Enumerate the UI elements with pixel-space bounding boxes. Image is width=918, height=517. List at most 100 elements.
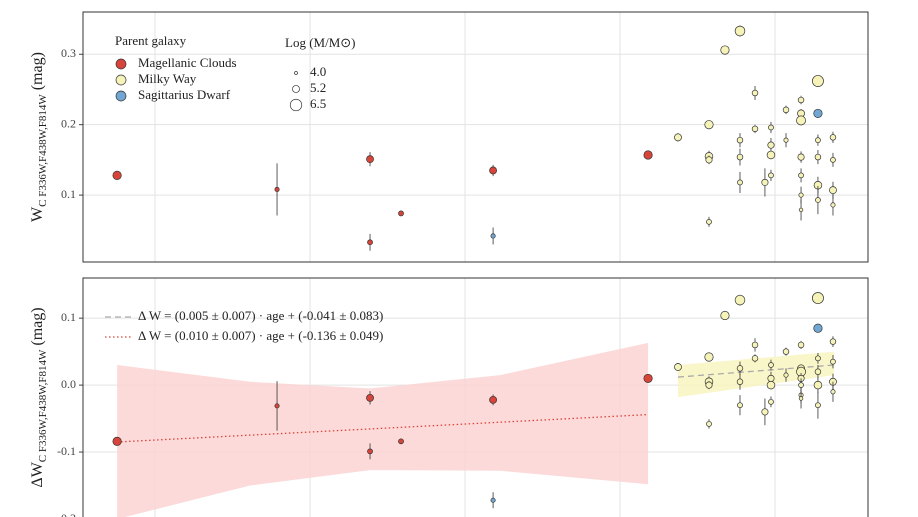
point [674,363,682,371]
point [797,153,805,161]
confidence-band [677,351,835,398]
point [798,382,804,388]
point [367,239,373,246]
legend-label: Δ W = (0.005 ± 0.007) · age + (-0.041 ± … [138,308,383,323]
plot-frame [82,11,869,263]
point [766,150,776,160]
point [737,179,743,186]
y-label-main: ΔW [29,461,46,487]
point [398,438,404,445]
legend-marker [115,74,127,86]
point [783,372,789,378]
y-tick-label: 0.3 [61,46,76,60]
point [705,156,713,164]
point [366,155,374,164]
fit-line [677,364,835,378]
point [112,170,122,180]
y-label-sub: C F336W,F438W,F814W [37,349,49,462]
point [674,133,682,142]
point [782,348,790,355]
y-tick-label: -0.1 [57,444,76,458]
fit-line [117,413,649,443]
point [767,374,775,382]
point [705,381,713,389]
point [490,497,496,503]
point [737,402,743,409]
point [798,207,804,213]
point [798,172,804,179]
point [813,323,823,333]
point [814,368,822,375]
point [829,134,837,141]
size-legend-label: 4.0 [310,64,326,79]
y-tick-label: 0.2 [61,116,76,130]
y-axis-label: ΔWC F336W,F438W,F814W (mag) [29,307,49,487]
legend-label: Sagittarius Dwarf [138,87,231,102]
point [798,396,804,401]
point [815,137,821,144]
point [783,137,789,143]
point [797,96,805,104]
point [830,389,836,395]
plot-area [83,12,868,262]
point [643,150,653,160]
point [829,338,837,345]
y-label-main: W [29,206,46,222]
point [813,380,823,390]
y-tick-label: 0.0 [61,377,76,391]
point [768,172,774,179]
point [812,292,824,305]
plot-background [83,12,868,262]
legend-label: Δ W = (0.010 ± 0.007) · age + (-0.136 ± … [138,328,383,343]
point [398,210,404,217]
point [829,186,837,195]
size-legend-label: 6.5 [310,96,326,111]
point [768,362,774,368]
legend-label: Magellanic Clouds [138,55,237,70]
point [830,157,836,163]
point [490,233,496,239]
point [812,75,824,87]
point [761,408,769,416]
point [813,108,823,118]
point [736,136,744,144]
point [830,202,836,208]
point [706,421,712,427]
point [736,153,744,161]
point [797,341,805,349]
size-legend-marker [289,98,303,112]
point [796,115,806,126]
point [782,106,790,114]
point [112,436,122,446]
point [643,373,653,383]
point [768,398,774,405]
size-legend-label: 5.2 [310,80,326,95]
point [704,120,714,130]
y-tick-label: 0.1 [61,310,76,324]
point [815,355,821,362]
size-legend-title: Log (M/M⊙) [285,35,355,50]
legend-marker [115,90,127,102]
y-axis-label: WC F336W,F438W,F814W (mag) [29,52,49,222]
legend-marker [115,58,127,70]
point [274,403,280,409]
point [489,166,497,175]
point [720,45,730,55]
point [768,124,774,131]
point [830,358,836,365]
point [751,89,759,97]
point [798,192,804,198]
point [751,355,759,362]
point [734,25,746,37]
plot-area [83,278,868,517]
y-label-unit: (mag) [29,307,46,345]
point [274,186,280,192]
point [736,378,744,385]
size-legend-marker [292,85,300,93]
point [814,153,822,161]
point [751,125,759,133]
point [704,352,714,362]
y-tick-label: 0.1 [61,187,76,201]
confidence-band [117,342,649,517]
